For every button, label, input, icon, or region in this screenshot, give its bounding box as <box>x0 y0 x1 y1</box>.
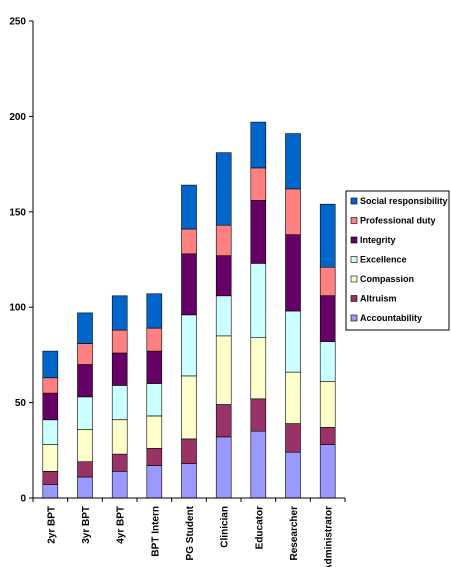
bar-segment-professional-duty <box>181 228 197 255</box>
bar-segment-excellence <box>146 383 163 417</box>
bar-segment-social-responsibility <box>215 152 232 226</box>
bar-segment-integrity <box>250 200 267 264</box>
bar-segment-accountability <box>77 476 93 499</box>
legend-box <box>345 190 450 331</box>
legend-label: Altruism <box>360 294 397 304</box>
bar-segment-accountability <box>250 430 267 499</box>
bar-segment-excellence <box>111 385 128 420</box>
y-tick-label: 50 <box>15 398 27 409</box>
legend-swatch-social-responsibility <box>350 197 358 205</box>
x-category-label: Educator <box>254 506 265 549</box>
bar-segment-excellence <box>250 262 267 338</box>
y-tick-label: 150 <box>9 207 26 218</box>
bar-segment-integrity <box>42 392 59 421</box>
bar-segment-altruism <box>42 470 59 485</box>
legend-label: Excellence <box>360 255 407 265</box>
legend-swatch-professional-duty <box>350 217 358 224</box>
x-category-label: Clinician <box>220 506 231 548</box>
bar-segment-compassion <box>146 415 163 449</box>
legend-swatch-altruism <box>350 295 358 302</box>
bar-segment-integrity <box>319 295 336 342</box>
bar-segment-altruism <box>111 453 128 472</box>
bar-segment-integrity <box>285 234 301 312</box>
bar-segment-accountability <box>146 465 163 499</box>
bar-segment-compassion <box>77 428 93 462</box>
legend-swatch-integrity <box>350 236 358 244</box>
legend-label: Professional duty <box>360 216 436 226</box>
bar-segment-altruism <box>285 423 301 453</box>
bar-segment-integrity <box>215 255 232 297</box>
bar-segment-social-responsibility <box>77 312 93 344</box>
bar-segment-accountability <box>111 470 128 499</box>
x-category-label: 3yr BPT <box>81 506 92 544</box>
bar-segment-compassion <box>111 419 128 455</box>
legend-label: Accountability <box>360 313 422 323</box>
bar-segment-excellence <box>181 314 197 377</box>
bar-segment-altruism <box>215 404 232 438</box>
x-category-label: 4yr BPT <box>116 506 127 544</box>
axes-group: 0 50 100 150 200 250 2yr BPT 3yr BPT 4yr BPT BPT … <box>9 17 346 567</box>
bar-segment-accountability <box>181 463 197 499</box>
bar-segment-altruism <box>250 398 267 432</box>
bar-segment-social-responsibility <box>319 203 336 268</box>
bar-segment-compassion <box>215 335 232 405</box>
bar-segment-accountability <box>285 451 301 499</box>
legend: Social responsibility Professional duty In… <box>345 190 450 331</box>
x-category-label: BPT Intern <box>150 506 161 557</box>
bars-group <box>42 121 336 499</box>
bar-segment-excellence <box>319 341 336 382</box>
bar-segment-accountability <box>319 444 336 499</box>
x-category-label: 2yr BPT <box>46 506 57 544</box>
x-category-label: Administrator <box>324 506 335 567</box>
legend-label: Compassion <box>360 274 414 284</box>
x-category-label: Researcher <box>289 506 300 561</box>
bar-segment-altruism <box>146 448 163 466</box>
legend-swatch-accountability <box>350 314 358 322</box>
y-tick-label: 250 <box>9 17 26 28</box>
bar-segment-excellence <box>42 419 59 445</box>
bar-segment-social-responsibility <box>250 121 267 169</box>
bar-segment-social-responsibility <box>181 184 197 230</box>
bar-segment-professional-duty <box>285 188 301 235</box>
y-tick-label: 100 <box>9 303 26 314</box>
bar-segment-compassion <box>250 337 267 400</box>
y-tick-label: 0 <box>20 494 26 505</box>
bar-segment-social-responsibility <box>111 295 128 331</box>
bar-segment-altruism <box>319 427 336 445</box>
bar-segment-integrity <box>146 350 163 384</box>
legend-label: Social responsibility <box>360 196 448 206</box>
bar-segment-social-responsibility <box>146 293 163 329</box>
bar-segment-compassion <box>181 375 197 440</box>
bar-segment-professional-duty <box>77 343 93 365</box>
bar-segment-compassion <box>285 371 301 424</box>
bar-segment-integrity <box>181 253 197 316</box>
legend-swatch-compassion <box>350 275 358 283</box>
y-tick-label: 200 <box>9 112 26 123</box>
bar-segment-accountability <box>42 484 59 499</box>
bar-segment-altruism <box>77 461 93 478</box>
bar-segment-professional-duty <box>42 377 59 394</box>
bar-segment-altruism <box>181 438 197 464</box>
bar-segment-excellence <box>285 310 301 373</box>
bar-segment-professional-duty <box>146 327 163 352</box>
bar-segment-accountability <box>215 436 232 499</box>
bar-segment-professional-duty <box>250 167 267 201</box>
bar-segment-social-responsibility <box>42 350 59 379</box>
bar-segment-professional-duty <box>111 329 128 354</box>
bar-segment-integrity <box>77 364 93 398</box>
legend-label: Integrity <box>360 235 396 245</box>
bar-segment-social-responsibility <box>285 133 301 190</box>
bar-segment-integrity <box>111 352 128 386</box>
bar-segment-professional-duty <box>215 224 232 256</box>
bar-segment-excellence <box>215 295 232 337</box>
legend-swatch-excellence <box>350 256 358 263</box>
bar-segment-compassion <box>319 381 336 428</box>
bar-segment-professional-duty <box>319 266 336 297</box>
bar-segment-excellence <box>77 396 93 430</box>
bar-segment-compassion <box>42 444 59 472</box>
x-category-label: PG Student <box>185 505 196 560</box>
